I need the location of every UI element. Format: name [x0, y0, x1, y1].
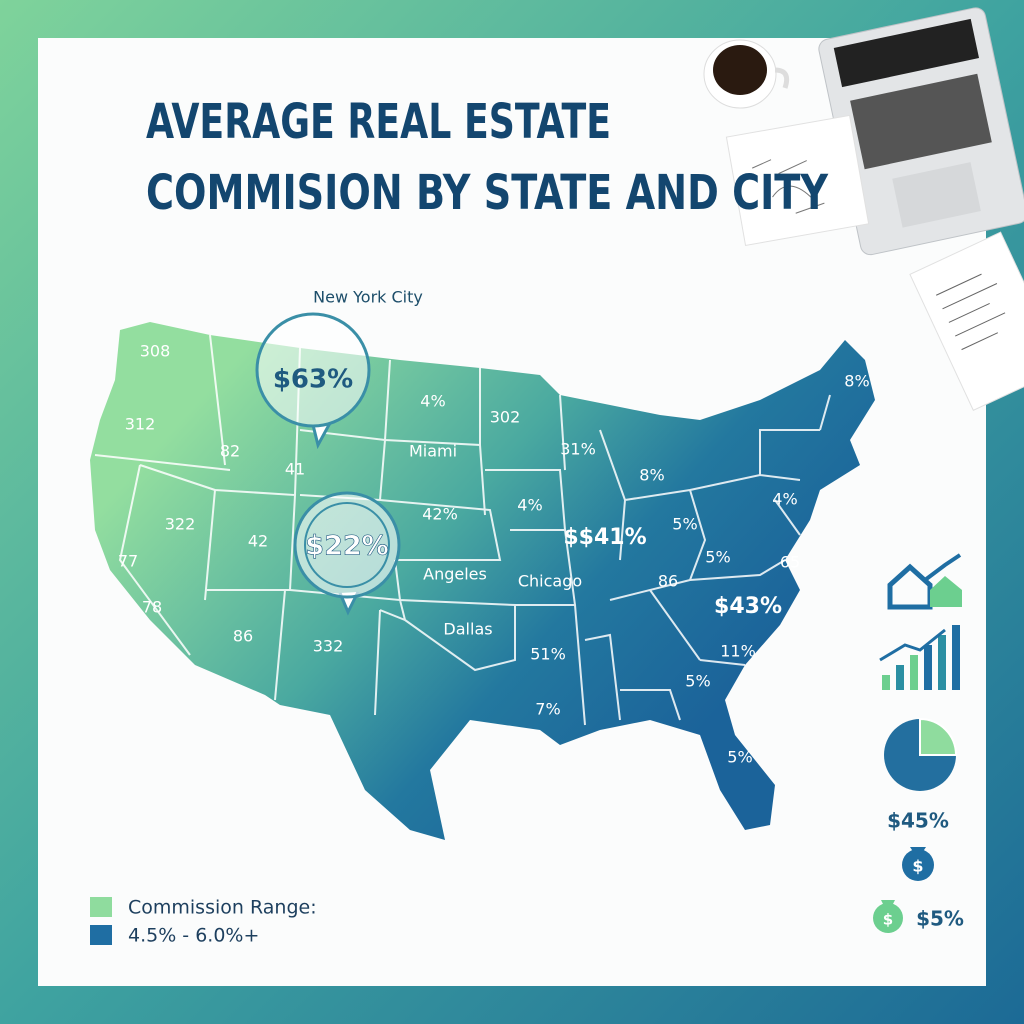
map-label: $$41% — [563, 525, 646, 550]
decor-path — [881, 900, 895, 906]
sidebar-label: $5% — [916, 907, 964, 931]
map-label: 41 — [285, 460, 305, 479]
legend-title: Commission Range: — [128, 897, 317, 919]
map-label: 322 — [165, 515, 196, 534]
map-label: 5% — [685, 672, 710, 691]
map-label: 308 — [140, 342, 171, 361]
map-label: 42% — [422, 505, 458, 524]
decor-rect — [952, 625, 960, 690]
map-label: 5% — [727, 748, 752, 767]
map-label: 86 — [233, 627, 253, 646]
map-label: 77 — [118, 552, 138, 571]
map-label: Angeles — [423, 565, 487, 584]
decor-rect — [882, 675, 890, 690]
map-label: 86 — [658, 572, 678, 591]
decor-path — [94, 334, 831, 726]
decor-rect — [910, 655, 918, 690]
decor-g — [725, 114, 870, 247]
decor-circle — [255, 312, 371, 428]
decor-rect — [850, 73, 992, 170]
decor-rect — [90, 925, 112, 945]
decor-g — [909, 231, 1024, 412]
map-label: 82 — [220, 442, 240, 461]
map-label: 8% — [844, 372, 869, 391]
decor-rect — [892, 162, 981, 228]
decor-circle — [873, 903, 903, 933]
decor-rect — [924, 645, 932, 690]
map-label: 42 — [248, 532, 268, 551]
map-label: 11% — [720, 642, 756, 661]
map-label: 7% — [535, 700, 560, 719]
decor-path — [930, 576, 962, 607]
map-label: 5% — [672, 515, 697, 534]
decor-circle — [304, 502, 390, 588]
sidebar-icons: $45% $ $ $5% — [873, 553, 964, 933]
desk-decor — [703, 7, 1024, 412]
title-line: AVERAGE REAL ESTATE — [146, 94, 611, 150]
map-label: 4% — [420, 392, 445, 411]
legend-range: 4.5% - 6.0%+ — [128, 925, 259, 947]
decor-path — [923, 553, 962, 582]
decor-rect — [896, 665, 904, 690]
sidebar-label: $45% — [887, 809, 949, 833]
us-map: 308 312 82 322 77 78 42 86 332 41 4% Miami 302 31% 42%… — [90, 322, 875, 840]
map-label: 302 — [490, 408, 521, 427]
title-line: COMMISION BY STATE AND CITY — [146, 165, 829, 221]
map-label: 332 — [313, 637, 344, 656]
callout-city: New York City — [313, 288, 423, 307]
decor-rect — [833, 18, 980, 88]
callout-value: $63% — [273, 365, 353, 395]
callout-value: $22% — [305, 531, 388, 562]
map-label: 312 — [125, 415, 156, 434]
decor-circle — [293, 491, 401, 599]
decor-rect — [938, 635, 946, 690]
title: AVERAGE REAL ESTATE COMMISION BY STATE A… — [146, 94, 829, 221]
callout-ny: New York City $63% — [255, 288, 423, 450]
decor-path — [879, 628, 946, 662]
legend: Commission Range: 4.5% - 6.0%+ — [90, 897, 317, 947]
map-label: 78 — [142, 598, 162, 617]
decor-ellipse — [713, 45, 767, 95]
decor-text: $ — [883, 911, 893, 929]
decor-path — [919, 717, 958, 756]
callout-second: $22% — [293, 491, 401, 616]
map-label: Chicago — [518, 572, 582, 591]
decor-path — [774, 67, 790, 89]
map-label: $43% — [714, 594, 782, 619]
decor-rect — [90, 897, 112, 917]
map-label: 31% — [560, 440, 596, 459]
decor-path — [910, 847, 926, 853]
decor-text: $ — [912, 857, 923, 876]
decor-path — [936, 273, 1006, 351]
decor-g — [818, 7, 1024, 256]
decor-path — [311, 422, 332, 450]
decor-path — [752, 159, 825, 214]
map-label: Dallas — [443, 620, 492, 639]
map-label: 8% — [639, 466, 664, 485]
map-label: 5% — [705, 548, 730, 567]
decor-circle — [902, 849, 934, 881]
decor-g: 308 312 82 322 77 78 42 86 332 41 4% Miami 302 31% 42%… — [118, 342, 870, 767]
state-borders — [94, 334, 831, 726]
map-label: 65 — [780, 553, 800, 572]
decor-rect — [725, 114, 870, 247]
us-shape — [90, 322, 875, 840]
map-label: 51% — [530, 645, 566, 664]
map-label: 4% — [772, 490, 797, 509]
map-label: 4% — [517, 496, 542, 515]
map-label: Miami — [409, 442, 457, 461]
